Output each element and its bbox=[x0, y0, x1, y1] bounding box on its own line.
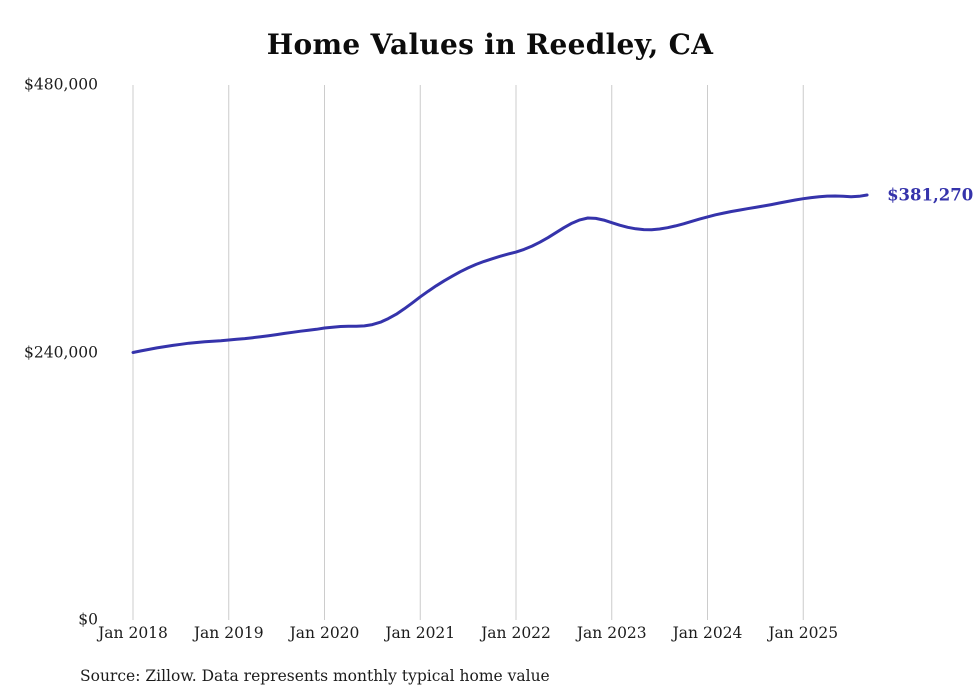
x-axis-tick-label: Jan 2022 bbox=[481, 624, 551, 642]
chart-title: Home Values in Reedley, CA bbox=[266, 28, 714, 61]
x-axis-tick-label: Jan 2018 bbox=[98, 624, 168, 642]
latest-value-label: $381,270 bbox=[887, 185, 974, 205]
y-axis-tick-label: $0 bbox=[78, 610, 98, 629]
x-axis-tick-label: Jan 2025 bbox=[768, 624, 839, 642]
home-value-line bbox=[131, 193, 869, 354]
source-note: Source: Zillow. Data represents monthly … bbox=[80, 667, 550, 685]
x-axis-tick-label: Jan 2020 bbox=[289, 624, 360, 642]
x-axis-tick-label: Jan 2021 bbox=[385, 624, 456, 642]
x-axis-tick-label: Jan 2024 bbox=[672, 624, 743, 642]
y-axis-tick-label: $480,000 bbox=[24, 75, 98, 94]
x-axis-tick-label: Jan 2023 bbox=[576, 624, 647, 642]
y-axis-tick-label: $240,000 bbox=[24, 343, 98, 362]
x-axis-tick-label: Jan 2019 bbox=[193, 624, 264, 642]
